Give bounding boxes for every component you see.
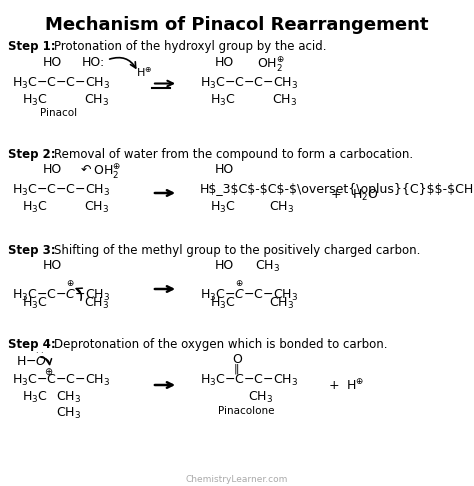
Text: HO:: HO: xyxy=(82,56,105,69)
Text: HO: HO xyxy=(43,163,62,176)
Text: Mechanism of Pinacol Rearrangement: Mechanism of Pinacol Rearrangement xyxy=(45,16,429,34)
Text: H$_3$C: H$_3$C xyxy=(22,296,47,311)
Text: H$_3$C: H$_3$C xyxy=(210,296,236,311)
Text: CH$_3$: CH$_3$ xyxy=(255,259,280,274)
Text: H$-\overset{..}{O}$: H$-\overset{..}{O}$ xyxy=(16,353,47,369)
Text: CH$_3$: CH$_3$ xyxy=(248,390,273,405)
Text: HO: HO xyxy=(215,163,234,176)
Text: OH$_2^{\oplus}$: OH$_2^{\oplus}$ xyxy=(257,56,285,74)
Text: H$_3$C$-$C$-$C$-$CH$_3$: H$_3$C$-$C$-$C$-$CH$_3$ xyxy=(200,373,298,388)
Text: HO: HO xyxy=(43,259,62,272)
Text: $\|$: $\|$ xyxy=(233,362,239,376)
Text: CH$_3$: CH$_3$ xyxy=(84,200,109,215)
Text: Step 2:: Step 2: xyxy=(8,148,55,161)
Text: HO: HO xyxy=(215,259,234,272)
Text: $+$  H$^{\oplus}$: $+$ H$^{\oplus}$ xyxy=(328,378,365,393)
Text: Pinacol: Pinacol xyxy=(40,108,77,118)
Text: Step 1:: Step 1: xyxy=(8,40,55,53)
Text: H$_3$C$-$C$-$C$-$CH$_3$: H$_3$C$-$C$-$C$-$CH$_3$ xyxy=(12,76,110,91)
Text: H$_3$C: H$_3$C xyxy=(210,93,236,108)
Text: H$_3$C$-$C$-$C$-$CH$_3$: H$_3$C$-$C$-$C$-$CH$_3$ xyxy=(12,373,110,388)
Text: H$_3$C$-$C$-$C$-$CH$_3$: H$_3$C$-$C$-$C$-$CH$_3$ xyxy=(200,76,298,91)
Text: H$_3$C: H$_3$C xyxy=(22,390,47,405)
Text: H$_3$C: H$_3$C xyxy=(22,200,47,215)
Text: CH$_3$: CH$_3$ xyxy=(269,200,294,215)
Text: Shifting of the methyl group to the positively charged carbon.: Shifting of the methyl group to the posi… xyxy=(54,244,420,257)
Text: CH$_3$: CH$_3$ xyxy=(84,296,109,311)
Text: H$_3$C$-$C$-\overset{\oplus}{C}$$-$CH$_3$: H$_3$C$-$C$-\overset{\oplus}{C}$$-$CH$_3… xyxy=(12,279,110,302)
Text: H$_3$C: H$_3$C xyxy=(22,93,47,108)
Text: H$_3$C$-$C$-$C$-$CH$_3$: H$_3$C$-$C$-$C$-$CH$_3$ xyxy=(12,183,110,198)
Text: Deprotonation of the oxygen which is bonded to carbon.: Deprotonation of the oxygen which is bon… xyxy=(54,338,388,351)
Text: H$_3$C: H$_3$C xyxy=(210,200,236,215)
Text: CH$_3$: CH$_3$ xyxy=(269,296,294,311)
Text: Step 3:: Step 3: xyxy=(8,244,55,257)
Text: $\curvearrowleft$OH$_2^{\oplus}$: $\curvearrowleft$OH$_2^{\oplus}$ xyxy=(78,163,121,181)
Text: O: O xyxy=(232,353,242,366)
Text: Protonation of the hydroxyl group by the acid.: Protonation of the hydroxyl group by the… xyxy=(54,40,327,53)
Text: $+$   H$_2$O: $+$ H$_2$O xyxy=(330,188,379,203)
Text: HO: HO xyxy=(43,56,62,69)
Text: H$_3$C$-$C$-$\overset{\oplus}{C}$$-$CH$_3$: H$_3$C$-$C$-$\overset{\oplus}{C}$$-$CH$_… xyxy=(200,183,474,196)
Text: CH$_3$: CH$_3$ xyxy=(272,93,297,108)
Text: H$_3$C$-\overset{\oplus}{C}$$-$C$-$CH$_3$: H$_3$C$-\overset{\oplus}{C}$$-$C$-$CH$_3… xyxy=(200,279,298,302)
Text: Step 4:: Step 4: xyxy=(8,338,56,351)
Text: HO: HO xyxy=(215,56,234,69)
Text: CH$_3$: CH$_3$ xyxy=(56,390,81,405)
Text: $\oplus$: $\oplus$ xyxy=(44,366,53,377)
Text: CH$_3$: CH$_3$ xyxy=(84,93,109,108)
Text: CH$_3$: CH$_3$ xyxy=(56,406,81,421)
Text: ChemistryLearner.com: ChemistryLearner.com xyxy=(186,475,288,484)
Text: Removal of water from the compound to form a carbocation.: Removal of water from the compound to fo… xyxy=(54,148,413,161)
Text: H$^{\oplus}$: H$^{\oplus}$ xyxy=(136,66,152,79)
Text: Pinacolone: Pinacolone xyxy=(218,406,274,416)
